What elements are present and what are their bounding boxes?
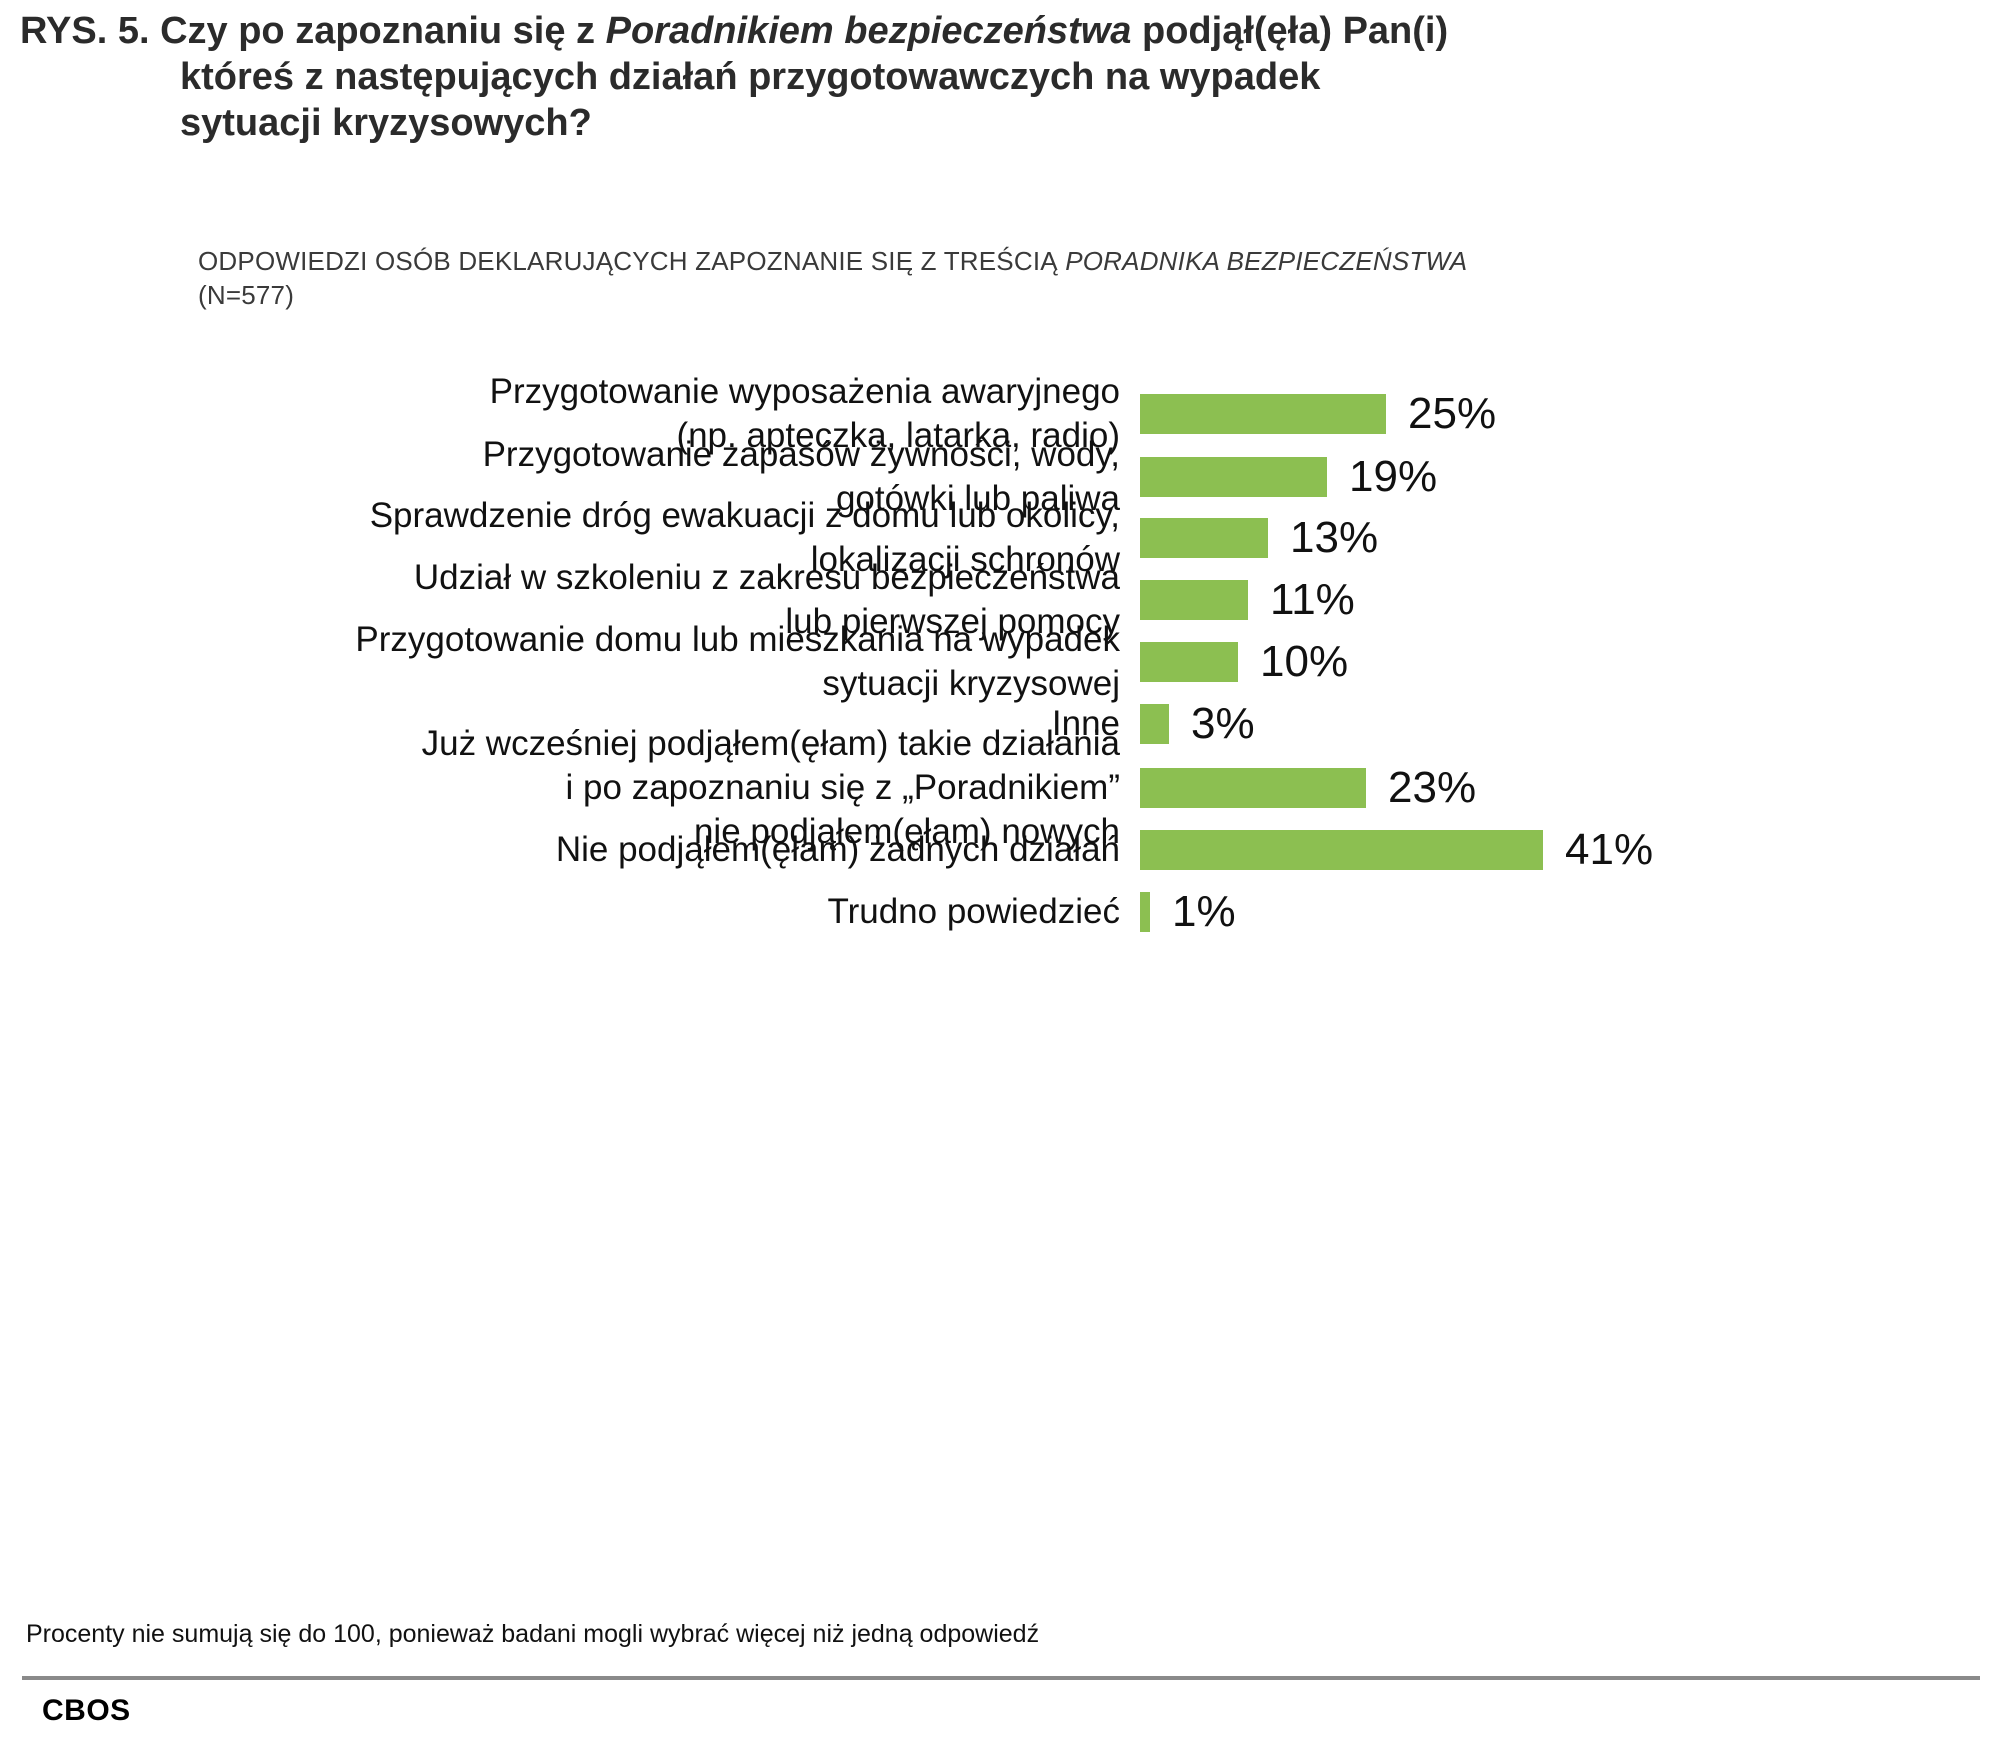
bar-value-label: 41% (1565, 825, 1654, 874)
title-line-1: RYS. 5. Czy po zapoznaniu się z Poradnik… (20, 8, 1980, 54)
bar (1140, 768, 1366, 808)
bar (1140, 830, 1543, 870)
bar (1140, 394, 1386, 434)
bar-category-label-line: Inne (1051, 704, 1120, 743)
title-line-2: któreś z następujących działań przygotow… (180, 56, 1321, 98)
bar-category-label: Przygotowanie zapasów żywności, wody, got… (60, 433, 1120, 521)
bar-category-label-line: gotówki lub paliwa (835, 479, 1120, 518)
bar (1140, 892, 1150, 932)
bar-category-label: Udział w szkoleniu z zakresu bezpieczeńs… (60, 556, 1120, 644)
title-text-a: RYS. 5. Czy po zapoznaniu się z (20, 10, 606, 52)
bar-value-label: 10% (1260, 637, 1349, 686)
bar-value-label: 13% (1290, 513, 1379, 562)
subtitle-text-plain: ODPOWIEDZI OSÓB DEKLARUJĄCYCH ZAPOZNANIE… (198, 246, 1066, 276)
bar-category-label-line: lokalizacji schronów (810, 540, 1120, 579)
bar-category-label-line: Przygotowanie zapasów żywności, wody, (482, 435, 1120, 474)
subtitle-line-1: ODPOWIEDZI OSÓB DEKLARUJĄCYCH ZAPOZNANIE… (198, 244, 1898, 278)
bar-category-label-line: Już wcześniej podjąłem(ęłam) takie dział… (421, 724, 1120, 763)
bar (1140, 704, 1169, 744)
bar-value-label: 23% (1388, 763, 1477, 812)
bar-category-label: Sprawdzenie dróg ewakuacji z domu lub ok… (60, 494, 1120, 582)
bar-category-label: Już wcześniej podjąłem(ęłam) takie dział… (60, 722, 1120, 854)
bar (1140, 580, 1248, 620)
bar-category-label: Przygotowanie wyposażenia awaryjnego (np.… (60, 370, 1120, 458)
cbos-logo: CBOS (42, 1694, 131, 1727)
bar-category-label-line: Sprawdzenie dróg ewakuacji z domu lub ok… (369, 496, 1120, 535)
bar (1140, 457, 1327, 497)
bar-category-label-line: Przygotowanie wyposażenia awaryjnego (489, 372, 1120, 411)
title-text-italic: Poradnikiem bezpieczeństwa (605, 10, 1132, 52)
bar-value-label: 1% (1172, 887, 1236, 936)
bar-category-label-line: Udział w szkoleniu z zakresu bezpieczeńs… (413, 558, 1120, 597)
page-title: RYS. 5. Czy po zapoznaniu się z Poradnik… (20, 8, 1980, 146)
bar-category-label-line: lub pierwszej pomocy (785, 602, 1120, 641)
bar-category-label: Nie podjąłem(ęłam) żadnych działań (60, 828, 1120, 872)
bar-category-label: Inne (60, 702, 1120, 746)
bar-value-label: 25% (1408, 389, 1497, 438)
bar-category-label-line: sytuacji kryzysowej (822, 664, 1120, 703)
bar-category-label: Trudno powiedzieć (60, 890, 1120, 934)
bar-category-label-line: (np. apteczka, latarka, radio) (676, 416, 1120, 455)
bar-value-label: 3% (1191, 699, 1255, 748)
bar-category-label-line: nie podjąłem(ęłam) nowych (693, 812, 1120, 851)
bar-category-label-line: i po zapoznaniu się z „Poradnikiem” (565, 768, 1120, 807)
chart-footnote: Procenty nie sumują się do 100, ponieważ… (26, 1620, 1040, 1648)
bar-value-label: 11% (1270, 575, 1355, 624)
footer-divider (22, 1676, 1980, 1680)
subtitle-sample-size: (N=577) (198, 280, 295, 310)
bar-value-label: 19% (1349, 452, 1438, 501)
bar-category-label-line: Przygotowanie domu lub mieszkania na wyp… (355, 620, 1120, 659)
title-line-3: sytuacji kryzysowych? (180, 102, 592, 144)
subtitle-text-italic: PORADNIKA BEZPIECZEŃSTWA (1065, 246, 1468, 276)
bar-chart: Przygotowanie wyposażenia awaryjnego (np.… (0, 352, 2002, 1552)
bar-category-label-line: Trudno powiedzieć (827, 892, 1120, 931)
title-text-b: podjął(ęła) Pan(i) (1131, 10, 1449, 52)
bar-category-label: Przygotowanie domu lub mieszkania na wyp… (60, 618, 1120, 706)
bar (1140, 518, 1268, 558)
bar-category-label-line: Nie podjąłem(ęłam) żadnych działań (555, 830, 1120, 869)
chart-subtitle: ODPOWIEDZI OSÓB DEKLARUJĄCYCH ZAPOZNANIE… (198, 244, 1898, 312)
bar (1140, 642, 1238, 682)
